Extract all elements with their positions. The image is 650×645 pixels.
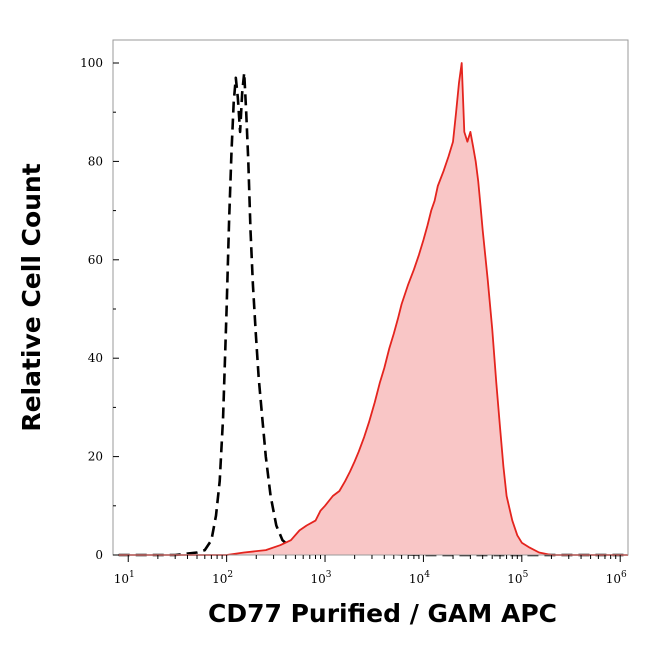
x-tick-label: 101 xyxy=(114,570,135,586)
y-tick-label: 60 xyxy=(88,253,103,267)
x-axis-title: CD77 Purified / GAM APC xyxy=(208,599,557,628)
series-1-line xyxy=(118,62,628,556)
x-tick-label: 102 xyxy=(212,570,233,586)
y-tick-label: 40 xyxy=(88,351,103,365)
y-tick-label: 80 xyxy=(88,154,103,168)
x-tick-label: 106 xyxy=(606,570,627,586)
y-tick-label: 0 xyxy=(95,548,103,562)
x-tick-label: 104 xyxy=(409,570,430,586)
plot-frame xyxy=(112,39,629,556)
x-tick-label: 105 xyxy=(507,570,528,586)
series-1-fill xyxy=(118,63,628,555)
y-axis-title: Relative Cell Count xyxy=(17,163,46,431)
x-tick-label: 103 xyxy=(311,570,332,586)
y-tick-label: 100 xyxy=(80,56,103,70)
y-tick-label: 20 xyxy=(88,450,103,464)
